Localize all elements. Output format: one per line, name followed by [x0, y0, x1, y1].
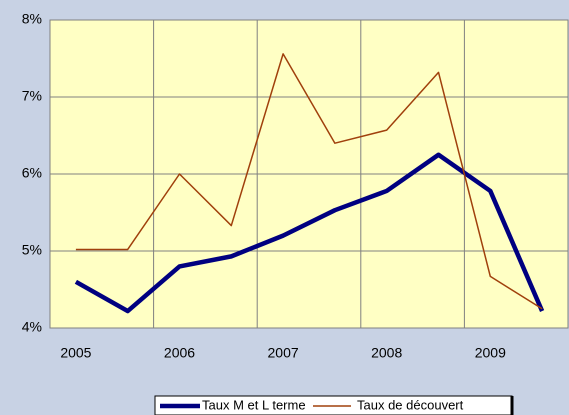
x-tick-label: 2009: [475, 345, 506, 361]
y-tick-label: 8%: [22, 11, 42, 27]
y-tick-label: 4%: [22, 319, 42, 335]
x-tick-label: 2008: [371, 345, 402, 361]
x-tick-label: 2006: [164, 345, 195, 361]
y-tick-label: 6%: [22, 165, 42, 181]
legend-label: Taux M et L terme: [202, 397, 306, 412]
y-tick-label: 5%: [22, 242, 42, 258]
series-line: [75, 53, 543, 310]
x-tick-label: 2007: [268, 345, 299, 361]
legend-label: Taux de découvert: [357, 397, 464, 412]
x-tick-label: 2005: [60, 345, 91, 361]
y-tick-label: 7%: [22, 88, 42, 104]
